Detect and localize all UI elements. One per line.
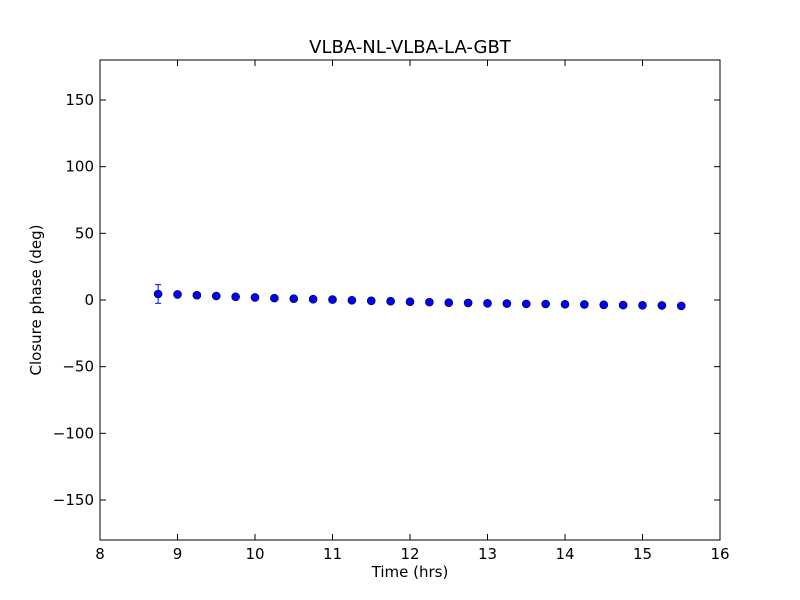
- data-point: [153, 289, 163, 299]
- x-tick-label: 12: [400, 545, 419, 563]
- y-tick-label: 100: [65, 158, 94, 176]
- data-point: [328, 295, 337, 304]
- x-tick-label: 15: [633, 545, 652, 563]
- data-point: [657, 301, 667, 310]
- data-point: [444, 298, 454, 307]
- data-point: [211, 291, 221, 301]
- y-tick-label: 150: [65, 91, 94, 109]
- data-point: [521, 299, 531, 309]
- data-point: [173, 290, 182, 299]
- data-point: [308, 294, 318, 304]
- x-tick-label: 16: [710, 545, 729, 563]
- data-point: [405, 297, 415, 307]
- data-point: [463, 298, 473, 308]
- data-point: [347, 295, 357, 305]
- data-point: [250, 293, 260, 302]
- data-point: [676, 301, 686, 311]
- x-axis-label: Time (hrs): [371, 563, 449, 581]
- plot-area: 8 9 10 11 12 13 14 15 16 150 100 50 0 −50 −100 −150: [53, 59, 730, 563]
- x-tick-label: 13: [478, 545, 497, 563]
- data-point: [231, 292, 240, 302]
- data-point: [192, 290, 202, 300]
- x-tick-label: 14: [555, 545, 574, 563]
- y-tick-label: 0: [84, 291, 94, 309]
- y-tick-label: −150: [53, 491, 94, 509]
- x-tick-label: 10: [245, 545, 264, 563]
- data-point: [386, 296, 395, 306]
- data-point: [618, 300, 628, 310]
- data-point: [289, 294, 299, 303]
- y-tick-label: −100: [53, 424, 94, 442]
- data-point: [638, 301, 647, 310]
- data-point: [366, 296, 376, 306]
- data-point: [502, 299, 512, 308]
- y-tick-label: −50: [62, 358, 94, 376]
- y-axis-label: Closure phase (deg): [27, 225, 45, 376]
- x-tick-label: 9: [173, 545, 183, 563]
- x-tick-label: 11: [323, 545, 342, 563]
- data-point: [580, 300, 589, 309]
- chart-title: VLBA-NL-VLBA-LA-GBT: [309, 37, 512, 58]
- data-point: [483, 299, 492, 308]
- data-point: [425, 297, 434, 307]
- data-point: [599, 300, 609, 310]
- x-tick-label: 8: [95, 545, 105, 563]
- y-tick-label: 50: [75, 224, 94, 242]
- data-point: [541, 299, 550, 309]
- data-point: [270, 293, 279, 303]
- data-point: [560, 299, 570, 309]
